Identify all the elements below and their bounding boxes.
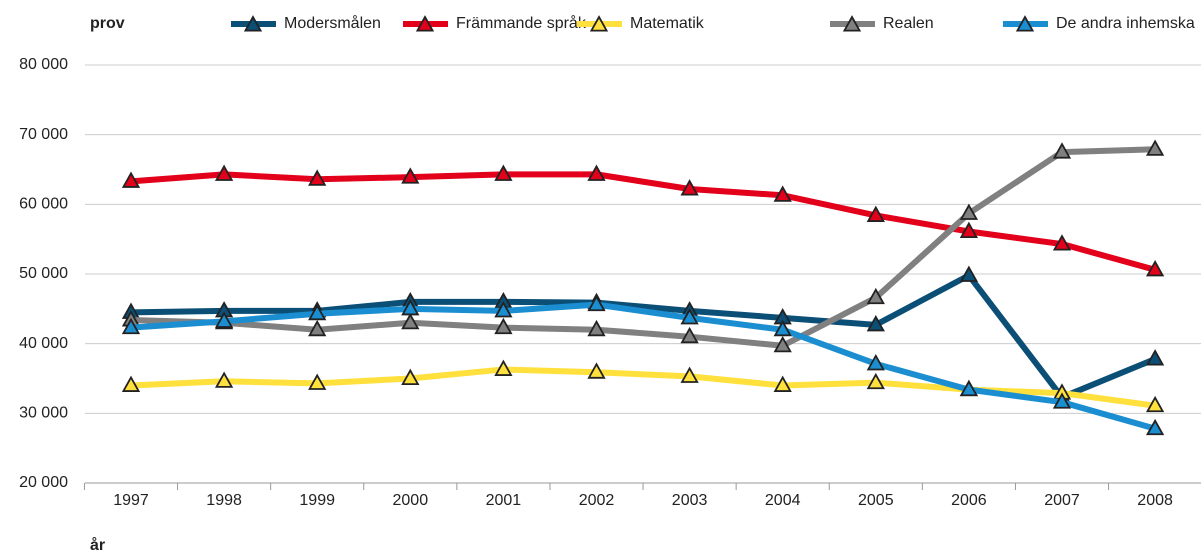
x-axis-label: år (90, 536, 105, 554)
point-marker (1052, 142, 1072, 159)
point-marker (121, 317, 141, 335)
point-marker (121, 171, 141, 188)
point-marker (959, 379, 979, 397)
x-tick-label: 2003 (672, 492, 708, 509)
legend-marker (415, 15, 435, 32)
x-tick-label: 2008 (1137, 492, 1173, 509)
y-axis-label: prov (90, 15, 125, 32)
y-tick-label: 80 000 (19, 56, 68, 73)
legend-marker (842, 15, 862, 32)
point-marker (959, 265, 979, 282)
point-marker (959, 221, 979, 239)
point-marker (1145, 139, 1165, 156)
point-marker (401, 298, 420, 316)
y-tick-label: 50 000 (19, 265, 68, 282)
series-line (130, 301, 1156, 432)
x-tick-label: 2006 (951, 492, 987, 509)
point-marker (308, 373, 327, 390)
legend-label: De andra inhemska (1056, 15, 1195, 32)
point-marker (214, 371, 234, 388)
point-marker (401, 312, 420, 330)
series-line (130, 146, 1156, 349)
point-marker (308, 169, 327, 186)
point-marker (1145, 349, 1165, 366)
point-marker (773, 185, 792, 202)
point-marker (866, 315, 885, 332)
x-tick-label: 2004 (765, 492, 801, 509)
point-marker (773, 375, 792, 392)
point-marker (1145, 259, 1165, 277)
legend-label: Realen (883, 15, 934, 32)
point-marker (866, 354, 885, 371)
legend-marker (1015, 15, 1035, 32)
legend-label: Matematik (630, 15, 705, 32)
point-marker (680, 366, 699, 383)
point-marker (214, 311, 234, 328)
point-marker (680, 326, 699, 344)
legend-marker (589, 15, 609, 32)
point-marker (494, 301, 513, 318)
series-line (130, 171, 1156, 273)
series-line (130, 272, 1157, 401)
point-marker (587, 294, 606, 312)
x-tick-label: 2000 (393, 492, 429, 509)
point-marker (214, 164, 234, 181)
point-marker (494, 359, 513, 376)
legend-label: Främmande språk (456, 14, 587, 32)
y-tick-label: 30 000 (19, 405, 68, 422)
point-marker (680, 179, 699, 196)
legend-label: Modersmålen (284, 14, 381, 32)
point-marker (587, 319, 606, 337)
point-marker (308, 303, 327, 321)
legend-marker (243, 15, 263, 32)
point-marker (494, 317, 513, 335)
point-marker (587, 164, 606, 181)
y-tick-label: 60 000 (19, 196, 68, 213)
x-tick-label: 2007 (1044, 492, 1080, 509)
point-marker (866, 205, 885, 222)
x-tick-label: 2001 (486, 492, 522, 509)
point-marker (401, 368, 420, 385)
point-marker (494, 164, 513, 181)
y-tick-label: 20 000 (19, 474, 68, 491)
x-tick-label: 2002 (579, 492, 615, 509)
series-line (130, 366, 1156, 409)
point-marker (308, 319, 327, 337)
point-marker (1052, 392, 1072, 409)
point-marker (680, 308, 699, 325)
point-marker (773, 335, 792, 353)
point-marker (866, 372, 885, 390)
y-tick-label: 40 000 (19, 335, 68, 352)
point-marker (121, 375, 141, 392)
point-marker (866, 287, 885, 305)
x-tick-label: 1998 (206, 492, 242, 509)
point-marker (1145, 418, 1165, 436)
point-marker (959, 203, 979, 220)
x-tick-label: 2005 (858, 492, 894, 509)
point-marker (401, 167, 420, 184)
point-marker (1052, 234, 1072, 251)
x-tick-label: 1999 (299, 492, 335, 509)
point-marker (773, 319, 792, 337)
x-tick-label: 1997 (113, 492, 149, 509)
point-marker (587, 362, 606, 379)
y-tick-label: 70 000 (19, 126, 68, 143)
point-marker (1145, 395, 1165, 413)
